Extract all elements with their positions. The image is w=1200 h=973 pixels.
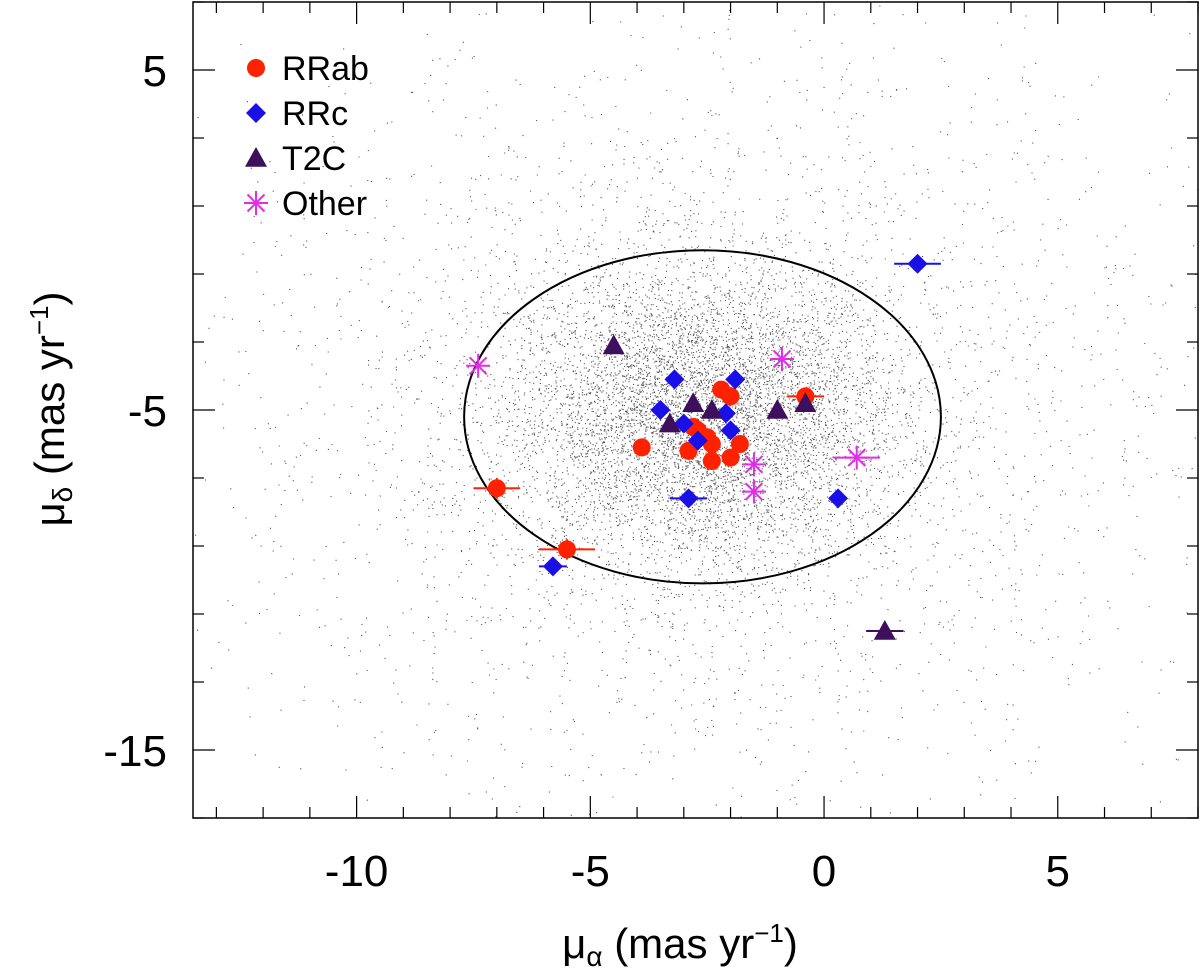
rrc-point	[673, 413, 694, 434]
asterisk-stroke	[468, 356, 488, 375]
legend-label-other: Other	[282, 185, 367, 223]
rrab-point	[721, 448, 740, 467]
t2c-point	[766, 399, 789, 419]
asterisk-stroke	[772, 349, 792, 369]
x-tick-label: 5	[1046, 847, 1070, 896]
rrab-point	[557, 540, 576, 559]
rrc-point	[907, 253, 928, 274]
rrab-point	[487, 479, 506, 498]
rrc-point	[720, 420, 741, 441]
data-points	[466, 253, 928, 640]
y-tick-label: -5	[128, 387, 167, 436]
selection-ellipse	[463, 249, 942, 585]
legend-marker-rrc	[246, 103, 266, 123]
y-axis-title: μδ (mas yr−1)	[24, 291, 78, 526]
legend-label-rrab: RRab	[282, 50, 369, 88]
legend-marker-rrab	[247, 59, 265, 77]
other-point	[466, 353, 491, 378]
rrc-point	[664, 369, 685, 390]
ellipse-outline	[463, 249, 942, 585]
asterisk-stroke	[246, 193, 266, 213]
other-point	[769, 347, 794, 371]
x-tick-label: -10	[325, 847, 389, 896]
rrc-point	[650, 400, 671, 420]
rrab-point	[721, 387, 740, 406]
other-point	[741, 452, 766, 477]
legend-label-rrc: RRc	[282, 95, 348, 133]
tick-labels: -10 -5 0 5 5 -5 -15	[103, 47, 1070, 896]
x-axis-title: μα (mas yr−1)	[562, 918, 798, 972]
t2c-point	[873, 620, 896, 640]
y-tick-label: -15	[103, 727, 167, 776]
rrab-point	[730, 435, 749, 453]
asterisk-stroke	[744, 455, 764, 474]
rrc-point	[725, 369, 746, 390]
rrc-point	[828, 488, 849, 509]
t2c-point	[658, 412, 681, 433]
legend: RRab RRc T2C Other	[244, 50, 369, 223]
rrab-point	[679, 441, 698, 460]
asterisk-stroke	[744, 482, 764, 501]
t2c-point	[602, 334, 625, 355]
other-point	[844, 445, 869, 470]
x-tick-label: 0	[812, 847, 836, 896]
rrc-point	[678, 488, 699, 509]
rrc-point	[542, 556, 563, 577]
legend-marker-other	[244, 191, 268, 215]
t2c-point	[700, 399, 723, 419]
t2c-point	[682, 392, 705, 412]
t2c-point	[794, 392, 817, 412]
axis-ticks	[193, 1, 1199, 819]
rrc-point	[687, 430, 708, 451]
rrab-point	[632, 438, 651, 457]
other-point	[741, 479, 766, 504]
x-tick-label: -5	[571, 847, 610, 896]
legend-marker-t2c	[245, 147, 267, 167]
asterisk-stroke	[847, 448, 866, 467]
y-tick-label: 5	[143, 47, 167, 96]
legend-label-t2c: T2C	[282, 140, 346, 178]
rrab-point	[702, 452, 721, 470]
